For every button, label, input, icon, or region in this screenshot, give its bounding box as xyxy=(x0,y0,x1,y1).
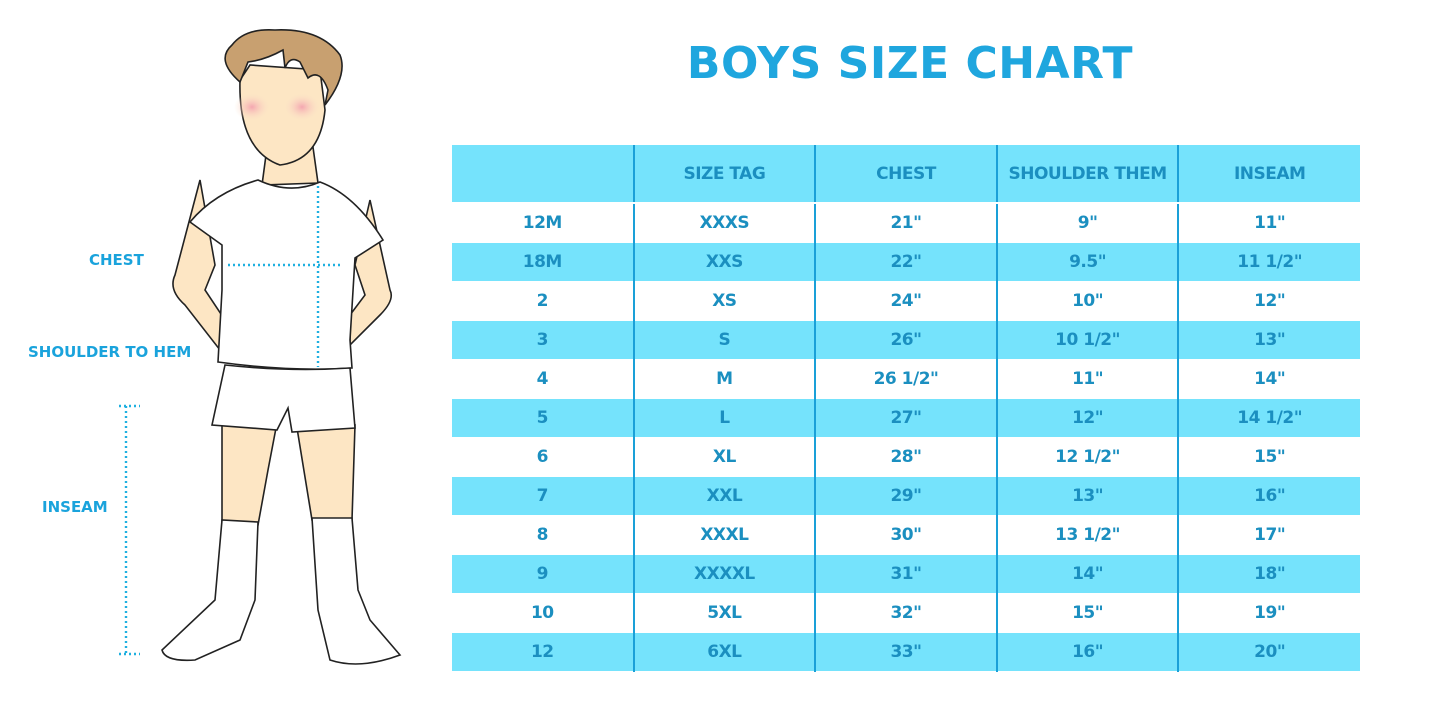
table-cell: 18M xyxy=(452,242,634,282)
column-header: SIZE TAG xyxy=(632,145,816,204)
table-cell: 19" xyxy=(1177,593,1360,633)
table-header-row: SIZE TAG CHEST SHOULDER THEM INSEAM xyxy=(452,145,1360,204)
table-cell: 9" xyxy=(995,202,1179,243)
table-cell: XXL xyxy=(632,476,816,516)
table-row: 12 6XL 33" 16" 20" xyxy=(452,632,1360,672)
table-cell: 12 xyxy=(452,632,634,672)
table-cell: 16" xyxy=(1177,476,1360,516)
chest-label: CHEST xyxy=(89,251,144,269)
page-title: BOYS SIZE CHART xyxy=(686,38,1134,89)
table-cell: 14 1/2" xyxy=(1177,398,1360,438)
table-cell: 10 xyxy=(452,593,634,633)
table-cell: S xyxy=(632,320,816,360)
table-cell: 9.5" xyxy=(995,242,1179,282)
table-cell: XXXL xyxy=(632,515,816,555)
table-cell: 32" xyxy=(814,593,997,633)
table-cell: 9 xyxy=(452,554,634,594)
shoulder-to-hem-label: SHOULDER TO HEM xyxy=(28,343,192,361)
table-cell: 13" xyxy=(1177,320,1360,360)
table-cell: 18" xyxy=(1177,554,1360,594)
table-cell: 13" xyxy=(995,476,1179,516)
table-cell: XXS xyxy=(632,242,816,282)
inseam-label: INSEAM xyxy=(42,498,108,516)
table-cell: 24" xyxy=(814,281,997,321)
column-header: INSEAM xyxy=(1177,145,1360,204)
table-cell: 10" xyxy=(995,281,1179,321)
table-cell: 8 xyxy=(452,515,634,555)
table-cell: 12M xyxy=(452,202,634,243)
table-row: 4 M 26 1/2" 11" 14" xyxy=(452,359,1360,399)
table-cell: 2 xyxy=(452,281,634,321)
table-cell: 22" xyxy=(814,242,997,282)
table-row: 8 XXXL 30" 13 1/2" 17" xyxy=(452,515,1360,555)
table-row: 9 XXXXL 31" 14" 18" xyxy=(452,554,1360,594)
table-cell: 17" xyxy=(1177,515,1360,555)
table-cell: 14" xyxy=(995,554,1179,594)
table-cell: 11 1/2" xyxy=(1177,242,1360,282)
table-row: 2 XS 24" 10" 12" xyxy=(452,281,1360,321)
column-header: SHOULDER THEM xyxy=(995,145,1179,204)
table-cell: 26 1/2" xyxy=(814,359,997,399)
table-cell: 12" xyxy=(995,398,1179,438)
table-row: 5 L 27" 12" 14 1/2" xyxy=(452,398,1360,438)
table-cell: 15" xyxy=(1177,437,1360,477)
table-cell: L xyxy=(632,398,816,438)
table-cell: 3 xyxy=(452,320,634,360)
table-row: 12M XXXS 21" 9" 11" xyxy=(452,202,1360,243)
table-cell: 15" xyxy=(995,593,1179,633)
table-row: 6 XL 28" 12 1/2" 15" xyxy=(452,437,1360,477)
table-cell: M xyxy=(632,359,816,399)
table-cell: 6 xyxy=(452,437,634,477)
size-table: SIZE TAG CHEST SHOULDER THEM INSEAM 12M XXXS… xyxy=(452,145,1360,672)
table-row: 3 S 26" 10 1/2" 13" xyxy=(452,320,1360,360)
table-cell: 29" xyxy=(814,476,997,516)
table-cell: 7 xyxy=(452,476,634,516)
table-cell: 11" xyxy=(995,359,1179,399)
table-cell: 11" xyxy=(1177,202,1360,243)
table-cell: XL xyxy=(632,437,816,477)
table-cell: 21" xyxy=(814,202,997,243)
table-cell: 5 xyxy=(452,398,634,438)
table-cell: 20" xyxy=(1177,632,1360,672)
table-cell: 28" xyxy=(814,437,997,477)
table-cell: 6XL xyxy=(632,632,816,672)
table-cell: 12" xyxy=(1177,281,1360,321)
column-header xyxy=(452,145,634,204)
table-row: 18M XXS 22" 9.5" 11 1/2" xyxy=(452,242,1360,282)
table-cell: XXXXL xyxy=(632,554,816,594)
table-cell: 12 1/2" xyxy=(995,437,1179,477)
table-cell: 16" xyxy=(995,632,1179,672)
column-header: CHEST xyxy=(814,145,997,204)
table-cell: 5XL xyxy=(632,593,816,633)
table-cell: 14" xyxy=(1177,359,1360,399)
table-cell: 33" xyxy=(814,632,997,672)
table-cell: 10 1/2" xyxy=(995,320,1179,360)
table-cell: 26" xyxy=(814,320,997,360)
table-cell: 13 1/2" xyxy=(995,515,1179,555)
table-cell: 27" xyxy=(814,398,997,438)
table-cell: XS xyxy=(632,281,816,321)
table-cell: 4 xyxy=(452,359,634,399)
table-row: 10 5XL 32" 15" 19" xyxy=(452,593,1360,633)
table-row: 7 XXL 29" 13" 16" xyxy=(452,476,1360,516)
table-cell: 30" xyxy=(814,515,997,555)
table-cell: 31" xyxy=(814,554,997,594)
table-cell: XXXS xyxy=(632,202,816,243)
boy-illustration xyxy=(119,28,402,665)
